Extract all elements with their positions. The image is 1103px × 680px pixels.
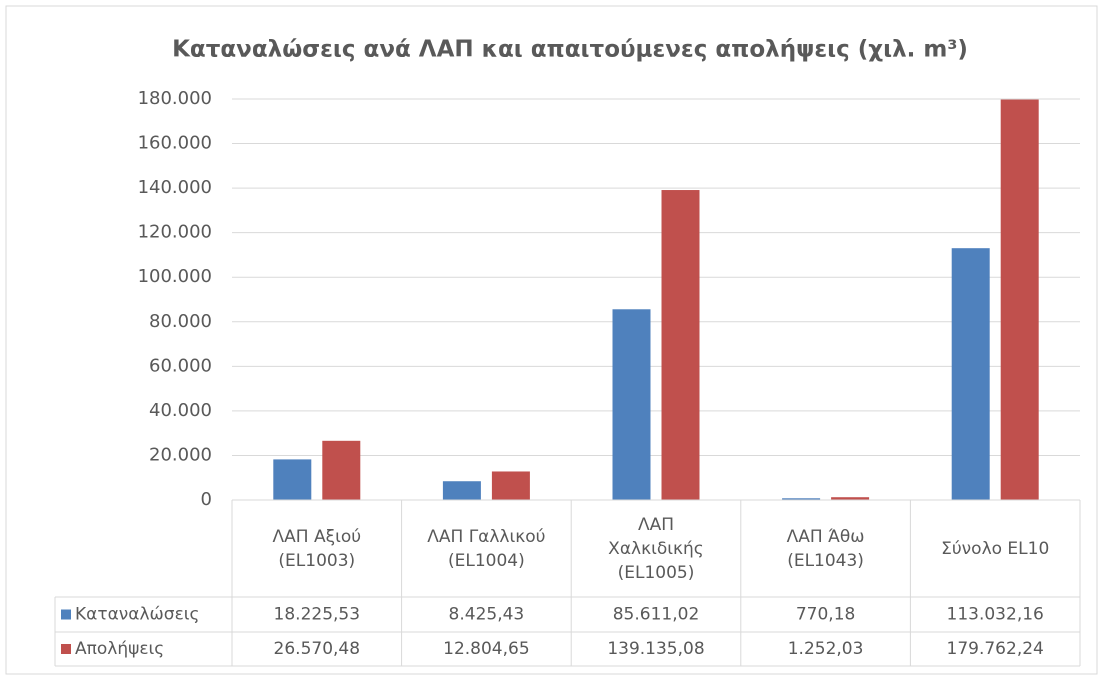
bar — [951, 248, 990, 500]
x-tick-label: Σύνολο EL10 — [941, 538, 1050, 559]
y-tick-label: 80.000 — [149, 311, 212, 332]
bar — [661, 190, 700, 500]
data-table-value: 18.225,53 — [274, 605, 361, 625]
bar — [831, 497, 870, 500]
x-tick-label: ΛΑΠ Άθω (EL1043) — [786, 526, 865, 571]
data-table-value: 179.762,24 — [947, 639, 1044, 659]
bar — [612, 309, 651, 500]
y-tick-label: 20.000 — [149, 444, 212, 465]
x-tick-label: ΛΑΠ Χαλκιδικής (EL1005) — [608, 514, 704, 583]
bar — [322, 440, 361, 500]
legend-label: Καταναλώσεις — [75, 605, 200, 625]
bar — [442, 481, 481, 500]
y-tick-label: 0 — [201, 489, 212, 510]
y-tick-label: 120.000 — [138, 222, 212, 243]
legend-key — [61, 644, 71, 654]
y-tick-label: 160.000 — [138, 133, 212, 154]
data-table-value: 770,18 — [796, 605, 855, 625]
chart-border — [5, 5, 1098, 675]
bar — [1000, 99, 1039, 501]
y-tick-label: 40.000 — [149, 400, 212, 421]
y-tick-label: 100.000 — [138, 266, 212, 287]
data-table-value: 1.252,03 — [788, 639, 864, 659]
data-table-value: 85.611,02 — [613, 605, 700, 625]
bar — [273, 459, 312, 500]
data-table-value: 12.804,65 — [443, 639, 530, 659]
y-tick-label: 180.000 — [138, 88, 212, 109]
data-table-value: 26.570,48 — [274, 639, 361, 659]
bar — [491, 471, 530, 500]
x-tick-label: ΛΑΠ Γαλλικού (EL1004) — [427, 526, 546, 571]
data-table-value: 8.425,43 — [449, 605, 525, 625]
bar — [782, 498, 821, 500]
y-tick-label: 140.000 — [138, 177, 212, 198]
legend-key — [61, 609, 71, 620]
chart-title: Καταναλώσεις ανά ΛΑΠ και απαιτούμενες απ… — [172, 37, 968, 63]
legend-label: Απολήψεις — [75, 639, 164, 659]
x-tick-label: ΛΑΠ Αξιού (EL1003) — [272, 526, 362, 571]
data-table-value: 139.135,08 — [607, 639, 704, 659]
y-tick-label: 60.000 — [149, 355, 212, 376]
data-table-value: 113.032,16 — [947, 605, 1044, 625]
